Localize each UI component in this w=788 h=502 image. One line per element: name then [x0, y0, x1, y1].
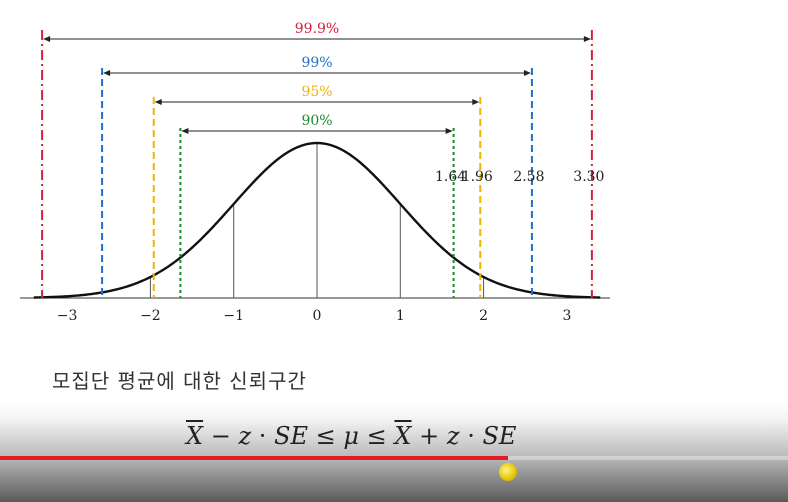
le-sign: ≤ [366, 422, 387, 450]
x-tick-label: −1 [223, 308, 244, 324]
interval-percent-label: 95% [301, 84, 332, 100]
video-progress-fill [0, 456, 509, 460]
arrow-head [181, 128, 189, 134]
dot-operator: · [467, 422, 475, 450]
z-symbol: z [446, 422, 460, 450]
interval-percent-label: 90% [301, 113, 332, 129]
arrow-head [43, 36, 51, 42]
dot-operator: · [258, 422, 267, 450]
z-value-label: 1.64 [435, 169, 466, 185]
arrow-head [583, 36, 591, 42]
se-symbol: SE [482, 422, 517, 450]
interval-percent-label: 99% [301, 55, 332, 71]
x-tick-label: −2 [140, 308, 161, 324]
le-sign: ≤ [315, 422, 336, 450]
caption-text: 모집단 평균에 대한 신뢰구간 [52, 369, 307, 393]
sample-mean-symbol: X [394, 422, 412, 450]
confidence-interval-formula: X − z · SE ≤ μ ≤ X + z · SE [186, 422, 516, 450]
z-value-label: 2.58 [513, 169, 544, 185]
plus-sign: + [419, 422, 440, 450]
z-value-label: 1.96 [462, 169, 493, 185]
arrow-head [472, 99, 480, 105]
z-value-label: 3.30 [573, 169, 604, 185]
minus-sign: − [210, 422, 231, 450]
normal-curve [33, 141, 601, 299]
x-tick-label: 3 [562, 308, 571, 324]
mu-symbol: μ [343, 422, 360, 450]
se-symbol: SE [274, 422, 309, 450]
x-tick-label: −3 [57, 308, 78, 324]
arrow-head [154, 99, 162, 105]
video-progress-bar[interactable] [0, 456, 788, 460]
scrubber-handle[interactable] [499, 463, 518, 481]
interval-percent-label: 99.9% [295, 21, 339, 37]
x-tick-label: 1 [396, 308, 405, 324]
x-tick-label: 2 [479, 308, 488, 324]
z-symbol: z [238, 422, 252, 450]
arrow-head [523, 70, 531, 76]
player-gradient-overlay [0, 402, 788, 502]
arrow-head [103, 70, 111, 76]
sample-mean-symbol: X [186, 422, 204, 450]
arrow-head [445, 128, 453, 134]
x-tick-label: 0 [313, 308, 322, 324]
